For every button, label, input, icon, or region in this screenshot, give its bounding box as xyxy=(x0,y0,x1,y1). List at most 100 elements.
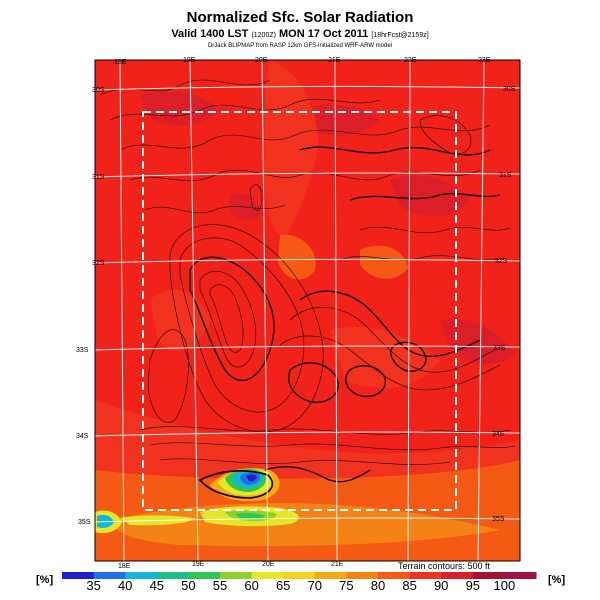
terrain-contour-major xyxy=(264,466,371,483)
lat-label-right: 34S xyxy=(492,431,505,438)
colorbar-swatch xyxy=(62,572,95,579)
terrain-contour xyxy=(359,226,511,234)
lat-label-left: 34S xyxy=(76,433,89,440)
colorbar-swatch xyxy=(441,572,474,579)
colorbar-tick-label: 55 xyxy=(213,578,227,593)
colorbar-labels: 35 40 45 50 55 60 65 70 75 80 85 90 95 100 xyxy=(86,578,515,593)
lon-label-top: 19E xyxy=(183,57,196,64)
lat-label-left: 32S xyxy=(92,260,105,267)
orange-region xyxy=(278,234,316,280)
orange-region xyxy=(360,245,408,279)
dark-red-patch xyxy=(390,175,470,217)
terrain-contour-major xyxy=(299,290,481,357)
parallel-34s xyxy=(94,431,521,437)
meridian-21e xyxy=(334,59,338,562)
parallel-33s xyxy=(94,345,521,351)
forecast-info: [18hrFcst@2159z] xyxy=(371,32,429,39)
colorbar-swatch xyxy=(283,572,316,579)
parallel-31s xyxy=(94,172,521,178)
colorbar-swatch xyxy=(93,572,126,579)
dark-red-patch xyxy=(140,91,220,126)
terrain-contour-major xyxy=(345,365,386,398)
valid-date: MON 17 Oct 2011 xyxy=(279,28,369,40)
meridian-20e xyxy=(261,59,269,562)
lon-label-bottom: 18E xyxy=(118,563,131,570)
colorbar-tick-label: 85 xyxy=(402,578,416,593)
inner-domain-box xyxy=(142,111,457,511)
terrain-contour xyxy=(419,115,472,155)
lon-label-top: 18E xyxy=(114,59,127,66)
lon-label-bottom: 19E xyxy=(192,561,205,568)
lat-label-left: 30S xyxy=(92,87,105,94)
colorbar-tick-label: 100 xyxy=(494,578,516,593)
terrain-contour xyxy=(279,335,501,391)
parallel-32s xyxy=(94,258,521,264)
colorbar-swatch xyxy=(220,572,253,579)
meridian-23e xyxy=(477,59,485,562)
colorbar-swatch xyxy=(504,572,537,579)
lat-label-left: 35S xyxy=(78,519,91,526)
terrain-contours xyxy=(99,79,516,499)
valid-time: Valid 1400 LST (1200Z) MON 17 Oct 2011 [… xyxy=(0,28,600,40)
terrain-contour-major xyxy=(198,470,274,499)
lon-label-top: 23E xyxy=(478,57,491,64)
lon-label-top: 22E xyxy=(404,57,417,64)
parallel-35s xyxy=(94,517,521,523)
colorbar-tick-label: 80 xyxy=(371,578,385,593)
terrain-contour xyxy=(339,255,506,261)
meridian-22e xyxy=(407,59,411,562)
orange-red-region xyxy=(263,60,319,240)
colorbar-swatch xyxy=(314,572,347,579)
lon-label-bottom: 21E xyxy=(331,561,344,568)
valid-utc-code: (1200Z) xyxy=(251,32,276,39)
colorbar-tick-label: 65 xyxy=(276,578,290,593)
colorbar-tick-label: 90 xyxy=(434,578,448,593)
cloud-anomaly-core xyxy=(246,474,257,482)
lat-label-right: 31S xyxy=(499,172,512,179)
colorbar-tick-label: 45 xyxy=(150,578,164,593)
model-credit: DrJack BLIPMAP from RASP 12km GFS-initia… xyxy=(207,43,393,49)
radiation-field xyxy=(95,60,520,561)
terrain-contour-major xyxy=(189,256,275,382)
south-band-core xyxy=(235,512,265,520)
colorbar-tick-label: 75 xyxy=(339,578,353,593)
colorbar-swatch xyxy=(378,572,411,579)
colorbar-swatch xyxy=(251,572,284,579)
terrain-contour-major xyxy=(349,192,501,201)
colorbar-swatch xyxy=(125,572,158,579)
terrain-contour xyxy=(209,284,244,353)
lat-label-right: 32S xyxy=(495,258,508,265)
colorbar-swatch xyxy=(346,572,379,579)
terrain-contour xyxy=(249,184,263,211)
terrain-contour xyxy=(119,124,491,151)
lat-label-right: 35S xyxy=(492,516,505,523)
terrain-contour xyxy=(289,307,496,373)
axis-labels: 18E 19E 20E 21E 22E 23E 18E 19E 20E 21E … xyxy=(76,57,516,570)
lat-label-right: 30S xyxy=(503,86,516,93)
colorbar-swatch xyxy=(156,572,189,579)
terrain-contour xyxy=(169,224,324,433)
terrain-contour-major xyxy=(288,362,339,404)
map-title: Normalized Sfc. Solar Radiation xyxy=(186,9,414,26)
terrain-contour xyxy=(144,204,286,214)
terrain-contour xyxy=(179,237,305,413)
terrain-contour xyxy=(199,270,257,368)
terrain-contour xyxy=(159,458,451,465)
lon-label-top: 21E xyxy=(328,57,341,64)
terrain-contour-major xyxy=(299,146,491,156)
lat-label-left: 33S xyxy=(76,347,89,354)
valid-main: Valid 1400 LST xyxy=(171,28,249,40)
meridian-19e xyxy=(189,59,199,562)
colorbar-unit-right: [%] xyxy=(548,574,566,586)
colorbar-tick-label: 40 xyxy=(118,578,132,593)
colorbar-tick-label: 35 xyxy=(86,578,100,593)
meridian-18e xyxy=(119,59,125,562)
colorbar-swatch xyxy=(188,572,221,579)
orange-red-region xyxy=(330,326,440,389)
colorbar-swatch xyxy=(409,572,442,579)
terrain-contour xyxy=(149,442,516,451)
lat-label-right: 33S xyxy=(493,345,506,352)
parallel-30s xyxy=(94,85,521,91)
orange-red-region xyxy=(150,289,210,351)
colorbar-tick-label: 70 xyxy=(308,578,322,593)
